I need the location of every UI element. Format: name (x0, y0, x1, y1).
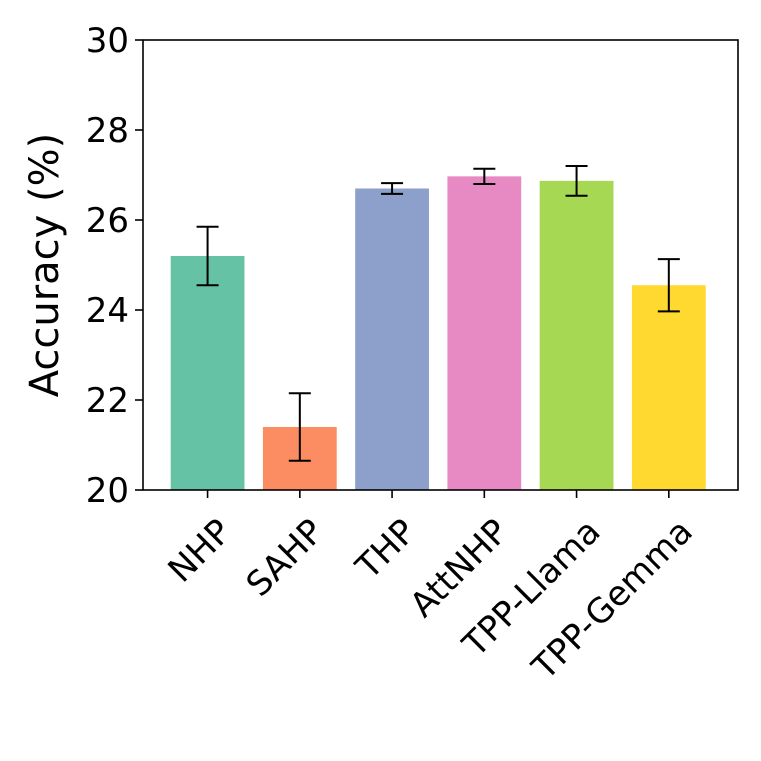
y-tick-label: 24 (86, 291, 129, 331)
y-tick-label: 28 (86, 111, 129, 151)
y-tick-label: 20 (86, 471, 129, 511)
bar-attnhp (447, 176, 522, 490)
y-tick-label: 22 (86, 381, 129, 421)
bar-tpp-gemma (631, 285, 706, 490)
x-tick-label-nhp: NHP (161, 512, 240, 591)
y-axis-label: Accuracy (%) (22, 133, 68, 398)
x-tick-label-tpp-gemma: TPP-Gemma (524, 512, 701, 689)
x-tick-label-sahp: SAHP (239, 512, 332, 605)
y-tick-label: 26 (86, 201, 129, 241)
bar-thp (355, 188, 429, 490)
y-tick-label: 30 (86, 21, 129, 61)
bar-tpp-llama (539, 180, 614, 490)
bar-nhp (170, 256, 245, 490)
plot-frame (142, 39, 739, 491)
x-tick-label-thp: THP (348, 512, 424, 588)
error-bars-layer (196, 165, 680, 462)
y-axis-ticks: 20 22 24 26 28 30 (86, 21, 143, 511)
bars-layer (170, 176, 706, 490)
